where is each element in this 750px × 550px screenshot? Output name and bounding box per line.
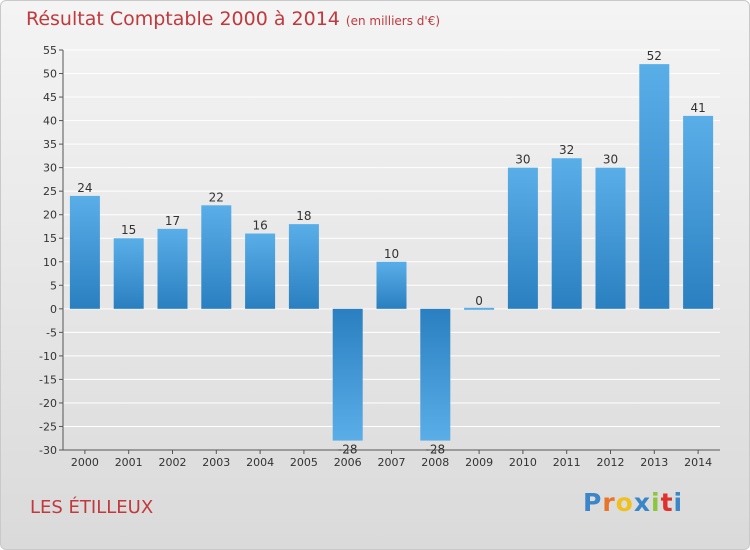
commune-name: LES ÉTILLEUX [30, 497, 154, 518]
y-tick-label: 50 [43, 68, 57, 81]
data-label: 30 [515, 153, 530, 167]
chart-title: Résultat Comptable 2000 à 2014 (en millie… [26, 8, 440, 30]
bar [69, 195, 100, 309]
y-tick-label: -20 [39, 397, 57, 410]
y-tick-label: 45 [43, 91, 57, 104]
x-tick-label: 2003 [202, 456, 230, 469]
y-tick-label: 30 [43, 162, 57, 175]
data-label: 30 [603, 153, 618, 167]
data-label: -28 [338, 443, 358, 457]
x-tick-label: 2005 [290, 456, 318, 469]
logo-letter: i [651, 488, 661, 517]
data-label: 17 [165, 214, 180, 228]
y-tick-label: 40 [43, 115, 57, 128]
y-tick-label: -25 [39, 420, 57, 433]
proxiti-logo: Proxiti [583, 488, 683, 517]
data-label: 52 [647, 49, 662, 63]
y-tick-label: -15 [39, 373, 57, 386]
data-label: 10 [384, 247, 399, 261]
bar [683, 115, 714, 309]
x-tick-label: 2006 [334, 456, 362, 469]
x-tick-label: 2012 [597, 456, 625, 469]
y-tick-label: 10 [43, 256, 57, 269]
x-tick-label: 2007 [378, 456, 406, 469]
bar [113, 238, 144, 309]
bar [464, 307, 495, 310]
x-tick-label: 2010 [509, 456, 537, 469]
y-tick-label: 55 [43, 44, 57, 57]
title-unit: (en milliers d'€) [345, 14, 441, 28]
bar [201, 205, 232, 309]
x-tick-label: 2014 [684, 456, 712, 469]
y-tick-label: 35 [43, 138, 57, 151]
bar [595, 167, 626, 309]
bar [551, 158, 582, 309]
x-tick-label: 2002 [159, 456, 187, 469]
y-tick-label: 20 [43, 209, 57, 222]
x-tick-label: 2004 [246, 456, 274, 469]
data-label: 41 [690, 101, 705, 115]
data-label: 22 [209, 190, 224, 204]
bar [639, 64, 670, 309]
bar [245, 233, 276, 309]
bar [420, 308, 451, 441]
data-label: 32 [559, 143, 574, 157]
y-tick-label: -5 [46, 326, 57, 339]
title-text: Résultat Comptable 2000 à 2014 [26, 8, 340, 30]
data-label: 16 [252, 219, 267, 233]
data-label: 15 [121, 223, 136, 237]
bar [157, 228, 188, 309]
y-tick-label: 25 [43, 185, 57, 198]
data-label: -28 [425, 443, 445, 457]
bar [332, 308, 363, 441]
y-tick-label: 0 [50, 303, 57, 316]
logo-letter: r [602, 488, 616, 517]
logo-letter: o [615, 488, 634, 517]
data-label: 18 [296, 209, 311, 223]
y-tick-label: -10 [39, 350, 57, 363]
logo-letter: i [673, 488, 684, 517]
logo-letter: x [633, 488, 651, 517]
bar [288, 224, 319, 309]
x-tick-label: 2000 [71, 456, 99, 469]
x-tick-label: 2008 [421, 456, 449, 469]
data-label: 24 [77, 181, 92, 195]
data-label: 0 [475, 294, 483, 308]
x-tick-label: 2013 [640, 456, 668, 469]
y-tick-label: 5 [50, 279, 57, 292]
bar [507, 167, 538, 309]
logo-letter: P [583, 488, 603, 517]
logo-letter: t [660, 488, 674, 517]
bar [376, 261, 407, 309]
x-tick-label: 2011 [553, 456, 581, 469]
y-tick-label: 15 [43, 232, 57, 245]
x-tick-label: 2009 [465, 456, 493, 469]
y-tick-label: -30 [39, 444, 57, 457]
x-tick-label: 2001 [115, 456, 143, 469]
